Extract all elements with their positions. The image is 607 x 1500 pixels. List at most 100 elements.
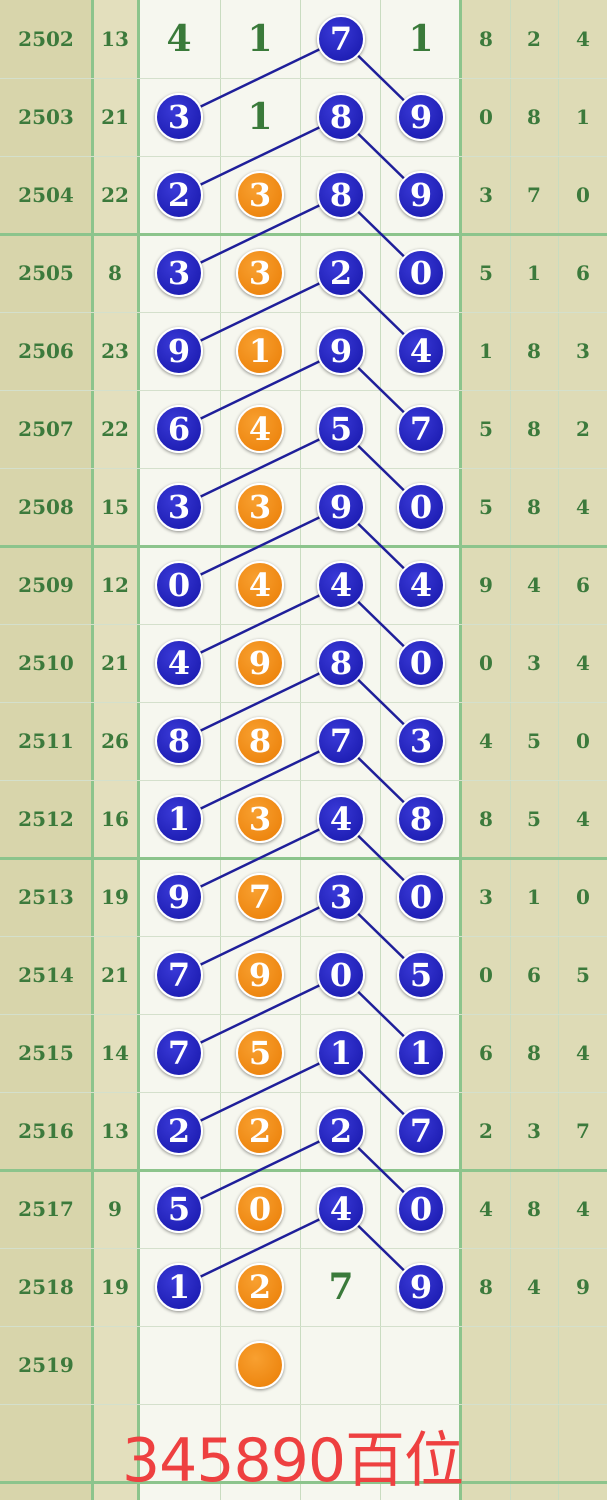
- sum-value: 12: [101, 573, 129, 597]
- orange-ball: 1: [236, 327, 284, 375]
- ball-cell: 5: [381, 936, 461, 1014]
- grid-hline: [0, 390, 607, 391]
- blue-ball: 9: [155, 327, 203, 375]
- blue-ball: 7: [317, 717, 365, 765]
- tail-digit: 6: [527, 963, 541, 987]
- ball-cell: 0: [381, 468, 461, 546]
- blue-ball: 3: [155, 93, 203, 141]
- ball-cell: 1: [139, 1248, 219, 1326]
- ball-cell: 1: [139, 780, 219, 858]
- tail-digit: 1: [527, 261, 541, 285]
- orange-ball: 2: [236, 1263, 284, 1311]
- trend-line: [178, 1051, 342, 1133]
- tail-digit: 0: [479, 651, 493, 675]
- blue-ball: 3: [317, 873, 365, 921]
- blue-ball: 9: [397, 93, 445, 141]
- sum-value: 22: [101, 183, 129, 207]
- tail-digit: 3: [479, 885, 493, 909]
- blue-ball: 3: [155, 483, 203, 531]
- ball-cell: 8: [301, 624, 381, 702]
- blue-ball: 4: [317, 561, 365, 609]
- trend-line: [178, 817, 342, 899]
- blue-ball: 9: [397, 171, 445, 219]
- orange-ball: 9: [236, 639, 284, 687]
- orange-ball: 3: [236, 249, 284, 297]
- ball-cell: 7: [220, 858, 300, 936]
- ball-cell: 5: [301, 390, 381, 468]
- grid-hline: [0, 233, 607, 236]
- grid-hline: [0, 1326, 607, 1327]
- blue-ball: 7: [317, 15, 365, 63]
- tail-digit: 5: [527, 807, 541, 831]
- ball-cell: 7: [301, 0, 381, 78]
- ball-cell: 4: [381, 312, 461, 390]
- trend-line: [178, 583, 342, 665]
- trend-line: [178, 973, 342, 1055]
- sum-value: 26: [101, 729, 129, 753]
- orange-ball: [236, 1341, 284, 1389]
- tail-digit: 5: [576, 963, 590, 987]
- ball-cell: 7: [381, 390, 461, 468]
- blue-ball: 4: [397, 561, 445, 609]
- tail-digit: 2: [576, 417, 590, 441]
- ball-cell: 8: [301, 156, 381, 234]
- tail-digit: 7: [527, 183, 541, 207]
- ball-cell: 3: [139, 468, 219, 546]
- blue-ball: 7: [155, 1029, 203, 1077]
- ball-cell: 3: [381, 702, 461, 780]
- sum-value: 13: [101, 27, 129, 51]
- grid-hline: [0, 78, 607, 79]
- tail-digit: 4: [576, 27, 590, 51]
- tail-digit: 4: [479, 729, 493, 753]
- blue-ball: 2: [317, 249, 365, 297]
- orange-ball: 5: [236, 1029, 284, 1077]
- ball-cell: 1: [301, 1014, 381, 1092]
- blue-ball: 5: [317, 405, 365, 453]
- period-number: 2516: [18, 1119, 74, 1143]
- grid-hline: [0, 545, 607, 548]
- orange-ball: 3: [236, 795, 284, 843]
- tail-digit: 0: [576, 183, 590, 207]
- ball-cell: 7: [139, 1014, 219, 1092]
- tail-digit: 4: [479, 1197, 493, 1221]
- tail-digit: [462, 1326, 510, 1404]
- tail-digit: 8: [527, 417, 541, 441]
- tail-digit: 4: [576, 651, 590, 675]
- grid-hline: [0, 468, 607, 469]
- trend-line: [178, 37, 342, 119]
- grid-vline: [510, 0, 511, 1500]
- tail-digit: 5: [479, 261, 493, 285]
- ball-cell: 4: [220, 390, 300, 468]
- sum-value: 13: [101, 1119, 129, 1143]
- tail-digit: 9: [576, 1275, 590, 1299]
- tail-digit: [510, 1326, 558, 1404]
- tail-digit: 8: [527, 495, 541, 519]
- tail-digit: 8: [479, 807, 493, 831]
- ball-cell: 8: [220, 702, 300, 780]
- grid-hline: [0, 780, 607, 781]
- blue-ball: 8: [317, 171, 365, 219]
- footer-caption: 345890百位: [122, 1426, 464, 1496]
- orange-ball: 3: [236, 483, 284, 531]
- ball-cell: 3: [220, 780, 300, 858]
- grid-vline: [91, 0, 94, 1500]
- period-number: 2505: [18, 261, 74, 285]
- tail-digit: 9: [479, 573, 493, 597]
- ball-cell: 9: [220, 936, 300, 1014]
- sum-column-bg: [92, 0, 138, 1500]
- tail-digit: 4: [527, 573, 541, 597]
- trend-line: [178, 115, 342, 197]
- sum-value: 19: [101, 885, 129, 909]
- period-number: 2518: [18, 1275, 74, 1299]
- ball-cell: 9: [139, 312, 219, 390]
- grid-hline: [0, 312, 607, 313]
- grid-hline: [0, 936, 607, 937]
- ball-cell: 9: [381, 78, 461, 156]
- ball-cell: 0: [381, 234, 461, 312]
- blue-ball: 2: [155, 1107, 203, 1155]
- grid-hline: [0, 624, 607, 625]
- blue-ball: 4: [155, 639, 203, 687]
- grid-vline: [558, 0, 559, 1500]
- tail-digit: 4: [576, 807, 590, 831]
- sum-value: 14: [101, 1041, 129, 1065]
